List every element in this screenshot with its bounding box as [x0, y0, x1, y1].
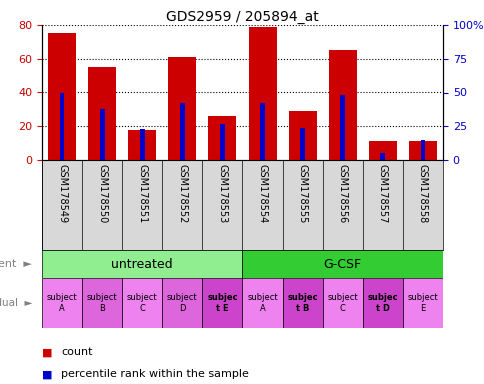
Bar: [42, 250, 242, 278]
Bar: [288, 111, 316, 160]
Bar: [420, 140, 424, 160]
Text: ■: ■: [42, 347, 52, 357]
Bar: [208, 116, 236, 160]
Text: count: count: [61, 347, 93, 357]
Bar: [122, 278, 162, 328]
Text: ■: ■: [42, 369, 52, 379]
Text: subject
A: subject A: [46, 293, 77, 313]
Text: GSM178552: GSM178552: [177, 164, 187, 224]
Text: subject
C: subject C: [327, 293, 357, 313]
Bar: [128, 130, 156, 160]
Text: individual  ►: individual ►: [0, 298, 32, 308]
Bar: [88, 67, 116, 160]
Title: GDS2959 / 205894_at: GDS2959 / 205894_at: [166, 10, 318, 24]
Bar: [180, 103, 184, 160]
Text: subject
B: subject B: [87, 293, 117, 313]
Text: subject
E: subject E: [407, 293, 438, 313]
Bar: [340, 95, 345, 160]
Text: GSM178551: GSM178551: [137, 164, 147, 224]
Text: G-CSF: G-CSF: [323, 258, 361, 270]
Text: GSM178549: GSM178549: [57, 164, 67, 223]
Bar: [300, 127, 304, 160]
Bar: [402, 278, 442, 328]
Bar: [48, 33, 76, 160]
Bar: [362, 278, 402, 328]
Text: subjec
t D: subjec t D: [367, 293, 397, 313]
Bar: [322, 278, 362, 328]
Bar: [42, 278, 82, 328]
Bar: [220, 124, 225, 160]
Text: GSM178556: GSM178556: [337, 164, 347, 224]
Bar: [379, 153, 384, 160]
Bar: [168, 57, 196, 160]
Bar: [282, 278, 322, 328]
Text: GSM178554: GSM178554: [257, 164, 267, 224]
Bar: [242, 278, 282, 328]
Bar: [259, 103, 264, 160]
Bar: [408, 141, 436, 160]
Text: GSM178555: GSM178555: [297, 164, 307, 224]
Text: untreated: untreated: [111, 258, 173, 270]
Bar: [248, 26, 276, 160]
Text: GSM178557: GSM178557: [377, 164, 387, 224]
Text: subjec
t E: subjec t E: [207, 293, 237, 313]
Bar: [368, 141, 396, 160]
Text: agent  ►: agent ►: [0, 259, 32, 269]
Bar: [328, 50, 356, 160]
Text: subject
A: subject A: [247, 293, 277, 313]
Bar: [60, 93, 64, 160]
Bar: [139, 129, 144, 160]
Bar: [82, 278, 122, 328]
Bar: [100, 109, 105, 160]
Text: GSM178553: GSM178553: [217, 164, 227, 224]
Text: GSM178558: GSM178558: [417, 164, 427, 224]
Text: subject
C: subject C: [127, 293, 157, 313]
Text: subjec
t B: subjec t B: [287, 293, 318, 313]
Text: GSM178550: GSM178550: [97, 164, 107, 224]
Text: subject
D: subject D: [166, 293, 197, 313]
Bar: [242, 250, 442, 278]
Bar: [202, 278, 242, 328]
Text: percentile rank within the sample: percentile rank within the sample: [61, 369, 249, 379]
Bar: [162, 278, 202, 328]
